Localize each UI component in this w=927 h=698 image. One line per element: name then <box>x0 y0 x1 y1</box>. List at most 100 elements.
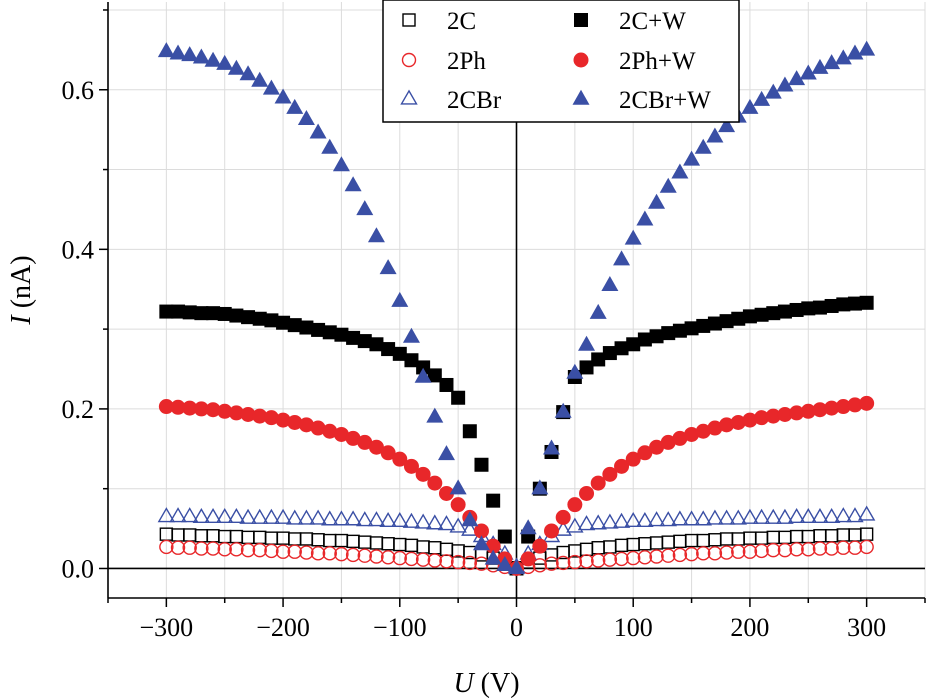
data-point <box>649 439 665 455</box>
data-point <box>229 529 244 544</box>
data-point <box>847 540 863 555</box>
data-point <box>345 547 361 563</box>
data-point <box>333 426 349 442</box>
data-point <box>835 399 851 415</box>
data-point <box>567 554 583 570</box>
data-point <box>626 550 641 566</box>
data-point <box>590 475 606 491</box>
data-point <box>801 529 815 544</box>
data-point <box>731 544 746 559</box>
data-point <box>367 511 386 527</box>
data-point <box>789 302 804 317</box>
data-point <box>473 523 489 539</box>
data-point <box>789 529 804 544</box>
data-point <box>439 542 454 557</box>
data-point <box>299 320 314 335</box>
y-tick-label: 0.4 <box>62 235 95 264</box>
data-point <box>801 542 816 557</box>
legend-marker <box>402 13 416 27</box>
data-point <box>392 550 407 566</box>
data-point <box>381 537 395 551</box>
data-point <box>776 76 794 92</box>
data-point <box>240 542 256 558</box>
data-point <box>649 536 664 550</box>
axis-labels: U (V) I (nA) <box>6 255 520 698</box>
data-point <box>344 510 362 526</box>
data-point <box>426 407 444 423</box>
data-point <box>706 509 724 525</box>
data-point <box>346 330 361 345</box>
y-axis-unit: (nA) <box>6 255 37 308</box>
data-point <box>182 400 198 416</box>
data-point <box>486 493 501 508</box>
data-point <box>614 458 630 474</box>
data-point <box>707 420 723 436</box>
series-2ph-plus-w <box>158 395 875 576</box>
data-point <box>393 537 407 552</box>
data-point <box>754 531 769 545</box>
data-point <box>612 512 631 528</box>
legend-marker <box>573 52 589 68</box>
data-point <box>719 545 734 560</box>
data-point <box>694 138 712 154</box>
data-point <box>402 512 421 528</box>
data-point <box>344 176 362 192</box>
data-point <box>672 430 688 446</box>
data-point <box>813 529 827 543</box>
data-point <box>310 546 326 561</box>
data-point <box>450 497 466 513</box>
data-point <box>801 301 816 316</box>
data-point <box>194 306 209 321</box>
data-point <box>636 210 654 226</box>
data-point <box>428 541 442 555</box>
data-point <box>157 42 175 58</box>
data-point <box>217 542 232 557</box>
data-series <box>157 40 876 576</box>
data-point <box>625 451 641 467</box>
data-point <box>239 508 257 524</box>
data-point <box>532 558 548 573</box>
legend-label: 2CBr+W <box>619 87 711 114</box>
data-point <box>334 546 349 562</box>
data-point <box>834 49 852 65</box>
x-axis-unit: (V) <box>481 668 520 698</box>
data-point <box>684 321 699 336</box>
data-point <box>508 559 525 575</box>
data-point <box>555 555 571 571</box>
data-point <box>858 40 876 56</box>
data-point <box>718 117 736 133</box>
data-point <box>859 539 874 555</box>
data-point <box>275 412 291 428</box>
data-point <box>554 520 572 536</box>
data-point <box>789 405 805 421</box>
data-point <box>696 533 710 548</box>
data-point <box>392 451 408 467</box>
data-point <box>520 551 536 567</box>
data-point <box>205 402 221 418</box>
data-point <box>636 511 654 528</box>
data-point <box>356 200 374 216</box>
data-point <box>380 445 396 461</box>
data-point <box>286 509 304 525</box>
data-point <box>369 337 384 352</box>
data-point <box>543 439 561 455</box>
data-point <box>742 544 758 559</box>
data-point <box>287 544 302 559</box>
data-point <box>671 510 689 526</box>
data-point <box>836 297 851 312</box>
data-point <box>264 313 279 328</box>
data-point <box>649 549 664 564</box>
data-point <box>519 519 537 535</box>
data-point <box>182 528 197 542</box>
data-point <box>579 542 594 557</box>
data-point <box>591 553 606 568</box>
data-point <box>624 229 642 245</box>
data-point <box>449 479 467 495</box>
data-point <box>695 423 711 439</box>
data-point <box>297 509 316 525</box>
data-point <box>659 511 677 527</box>
data-point <box>427 475 443 491</box>
data-point <box>322 423 338 439</box>
